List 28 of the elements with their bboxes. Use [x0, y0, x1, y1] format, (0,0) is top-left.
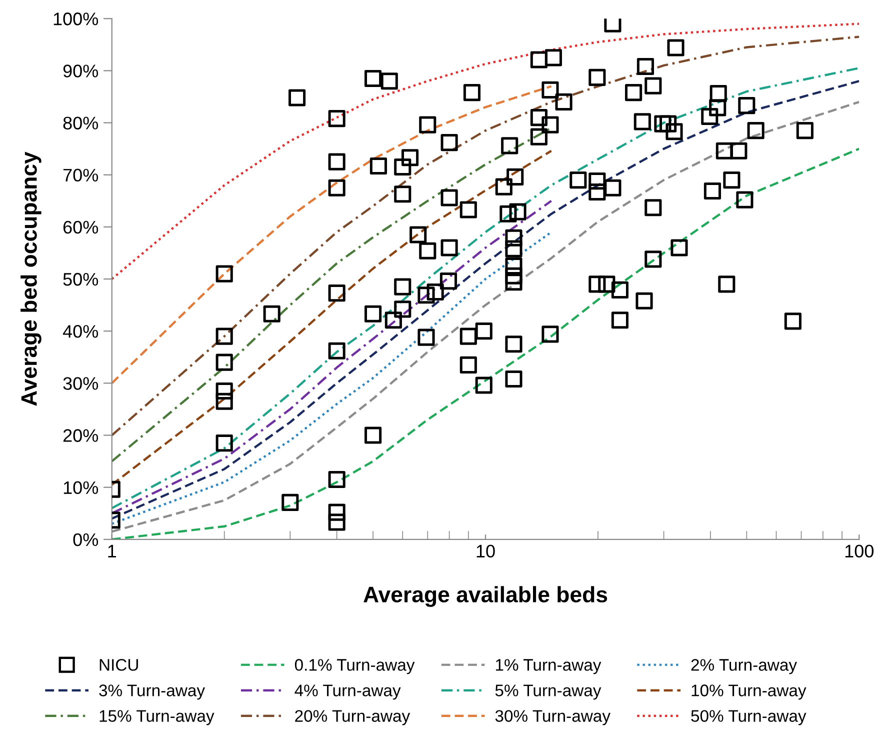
y-tick-label: 0%	[73, 533, 98, 546]
x-axis-title: Average available beds	[364, 586, 608, 607]
legend-label: 10% Turn-away	[692, 684, 806, 700]
y-tick-label: 70%	[63, 168, 98, 182]
y-tick-label: 10%	[64, 481, 98, 494]
y-axis-title: Average bed occupancy	[20, 152, 42, 406]
legend-label: NICU	[100, 659, 138, 671]
x-tick-label: 1	[108, 544, 116, 558]
y-tick-label: 100%	[54, 12, 98, 26]
y-tick-label: 20%	[63, 429, 98, 442]
y-tick-label: 60%	[63, 220, 98, 234]
x-tick-label: 100	[845, 544, 874, 558]
legend-label: 1% Turn-away	[496, 659, 602, 674]
y-tick-label: 40%	[62, 325, 98, 338]
legend-label: 50% Turn-away	[691, 710, 806, 726]
y-tick-label: 90%	[63, 64, 98, 78]
legend-label: 3% Turn-away	[99, 684, 205, 700]
x-tick-label: 10	[476, 544, 495, 558]
y-tick-label: 30%	[63, 377, 98, 390]
y-tick-label: 80%	[63, 116, 98, 130]
legend-label: 15% Turn-away	[100, 710, 214, 726]
legend-label: 5% Turn-away	[495, 684, 602, 700]
legend-label: 0.1% Turn-away	[294, 659, 415, 674]
legend-label: 20% Turn-away	[295, 710, 410, 726]
y-tick-label: 50%	[63, 272, 98, 286]
legend-label: 30% Turn-away	[495, 710, 610, 726]
legend-label: 4% Turn-away	[294, 684, 401, 700]
legend-label: 2% Turn-away	[691, 659, 797, 674]
